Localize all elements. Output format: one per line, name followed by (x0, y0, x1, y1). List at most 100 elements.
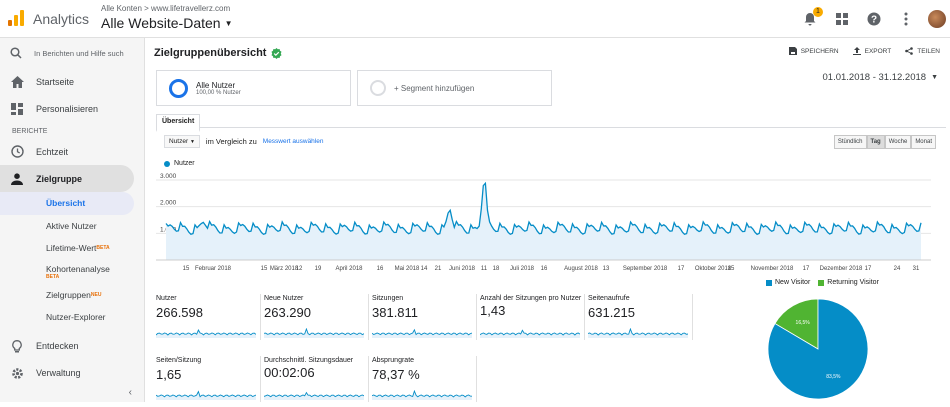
x-tick-label: Juni 2018 (449, 266, 476, 272)
save-label: SPEICHERN (800, 47, 839, 55)
compare-text: im Vergleich zu (205, 137, 257, 146)
sidebar-sub-aktive-nutzer[interactable]: Aktive Nutzer (0, 215, 144, 238)
kpi-value: 1,43 (480, 303, 506, 318)
sidebar-item-personalisieren[interactable]: Personalisieren (0, 95, 144, 122)
pie-slice-label: 16,5% (796, 320, 811, 326)
lightbulb-icon (10, 339, 24, 353)
gran-day-button[interactable]: Tag (866, 135, 885, 149)
x-tick-label: Februar 2018 (195, 266, 232, 272)
x-tick-label: 15 (183, 266, 190, 272)
account-selector[interactable]: Alle Konten > www.lifetravellerz.com All… (101, 4, 233, 31)
save-icon (788, 47, 797, 55)
caret-down-icon: ▼ (189, 139, 195, 145)
sidebar-sub-zielgruppen[interactable]: Zielgruppen NEU (0, 284, 144, 307)
beta-badge: BETA (96, 245, 110, 252)
gran-hourly-button[interactable]: Stündlich (833, 135, 867, 149)
x-tick-label: November 2018 (751, 266, 794, 272)
tab-uebersicht[interactable]: Übersicht (156, 114, 201, 132)
x-tick-label: Dezember 2018 (820, 266, 863, 272)
beta-badge: BETA (46, 273, 60, 280)
notifications-button[interactable]: 1 (800, 7, 823, 29)
more-menu-button[interactable] (896, 9, 916, 29)
apps-grid-icon (836, 13, 848, 25)
kpi-sparkline (156, 390, 256, 400)
segment-ring-icon (169, 78, 188, 98)
segment-label: Alle Nutzer (196, 80, 236, 90)
kpi-label: Absprungrate (372, 357, 415, 364)
sidebar-item-zielgruppe[interactable]: Zielgruppe (0, 165, 134, 192)
kpi-separator (368, 294, 369, 340)
legend-label: Returning Visitor (827, 279, 879, 286)
search-box[interactable]: In Berichten und Hilfe such (0, 38, 144, 68)
sidebar-item-startseite[interactable]: Startseite (0, 68, 144, 95)
gran-month-button[interactable]: Monat (911, 135, 936, 149)
sidebar-item-entdecken[interactable]: Entdecken (0, 333, 144, 360)
sidebar-item-label: Verwaltung (36, 368, 81, 378)
x-tick-label: 19 (315, 266, 322, 272)
kpi-separator (260, 294, 261, 340)
pie-svg: 16,5% 83,5% (767, 298, 869, 400)
x-tick-label: März 2018 (270, 266, 299, 272)
kpi-value: 1,65 (156, 367, 182, 382)
kpi-separator (584, 294, 585, 340)
legend-label: Nutzer (174, 160, 195, 167)
export-label: EXPORT (864, 47, 892, 55)
gear-icon (10, 366, 24, 380)
pie-slice (774, 298, 819, 350)
sidebar-sub-label: Zielgruppen (46, 289, 91, 300)
kpi-label: Sitzungen (372, 295, 404, 302)
x-tick-label: August 2018 (564, 266, 598, 272)
x-tick-label: 15 (728, 266, 735, 272)
save-button[interactable]: SPEICHERN (788, 47, 839, 55)
sidebar-sub-lifetime-wert[interactable]: Lifetime-Wert BETA (0, 237, 144, 260)
kpi-card: Nutzer 266.598 (156, 294, 258, 340)
apps-button[interactable] (832, 9, 852, 29)
sidebar-sub-uebersicht[interactable]: Übersicht (0, 192, 134, 215)
help-icon: ? (867, 12, 881, 26)
date-range-picker[interactable]: 01.01.2018 - 31.12.2018 ▼ (823, 72, 938, 83)
segment-all-users[interactable]: Alle Nutzer 100,00 % Nutzer (156, 70, 351, 106)
sidebar-sub-label: Nutzer-Explorer (46, 312, 106, 323)
empty-ring-icon (370, 80, 386, 96)
y-tick-label: 2.000 (160, 200, 177, 207)
pie-legend-returning: Returning Visitor (818, 279, 879, 286)
add-segment-button[interactable]: + Segment hinzufügen (357, 70, 552, 106)
sidebar-item-echtzeit[interactable]: Echtzeit (0, 138, 144, 165)
metric-select[interactable]: Nutzer ▼ (164, 135, 200, 148)
sidebar-item-label: Personalisieren (36, 103, 99, 114)
kpi-value: 263.290 (264, 305, 311, 320)
share-button[interactable]: TEILEN (905, 47, 940, 55)
pie-slice (767, 298, 869, 400)
kpi-separator (368, 356, 369, 402)
y-tick-label: 3.000 (160, 173, 177, 180)
segment-sub: 100,00 % Nutzer (196, 89, 241, 96)
legend-swatch (766, 279, 772, 286)
person-icon (10, 172, 24, 186)
kpi-value: 381.811 (372, 305, 419, 320)
gran-week-button[interactable]: Woche (884, 135, 912, 149)
kpi-separator (692, 294, 693, 340)
sidebar-sub-kohortenanalyse[interactable]: Kohortenanalyse BETA (0, 260, 144, 284)
x-tick-label: Oktober 2018 (695, 266, 732, 272)
app-name: Analytics (33, 11, 90, 27)
compare-metric-link[interactable]: Messwert auswählen (262, 138, 324, 145)
help-button[interactable]: ? (864, 9, 884, 29)
kpi-value: 00:02:06 (264, 365, 315, 380)
kpi-label: Neue Nutzer (264, 295, 304, 302)
verified-check-icon (271, 47, 282, 59)
kpi-card: Seiten/Sitzung 1,65 (156, 356, 258, 402)
sidebar-item-label: Echtzeit (36, 146, 69, 157)
legend-label: New Visitor (775, 279, 811, 286)
x-tick-label: April 2018 (335, 266, 363, 272)
sidebar-sub-nutzer-explorer[interactable]: Nutzer-Explorer (0, 306, 144, 329)
add-segment-label: + Segment hinzufügen (394, 83, 475, 93)
share-label: TEILEN (917, 47, 940, 55)
caret-down-icon: ▼ (224, 18, 233, 28)
collapse-sidebar-chevron-icon[interactable]: ‹ (128, 387, 132, 398)
avatar[interactable] (928, 10, 946, 28)
kpi-card: Neue Nutzer 263.290 (264, 294, 366, 340)
sidebar-item-verwaltung[interactable]: Verwaltung (0, 360, 144, 387)
export-button[interactable]: EXPORT (852, 47, 892, 55)
kpi-label: Nutzer (156, 295, 177, 302)
